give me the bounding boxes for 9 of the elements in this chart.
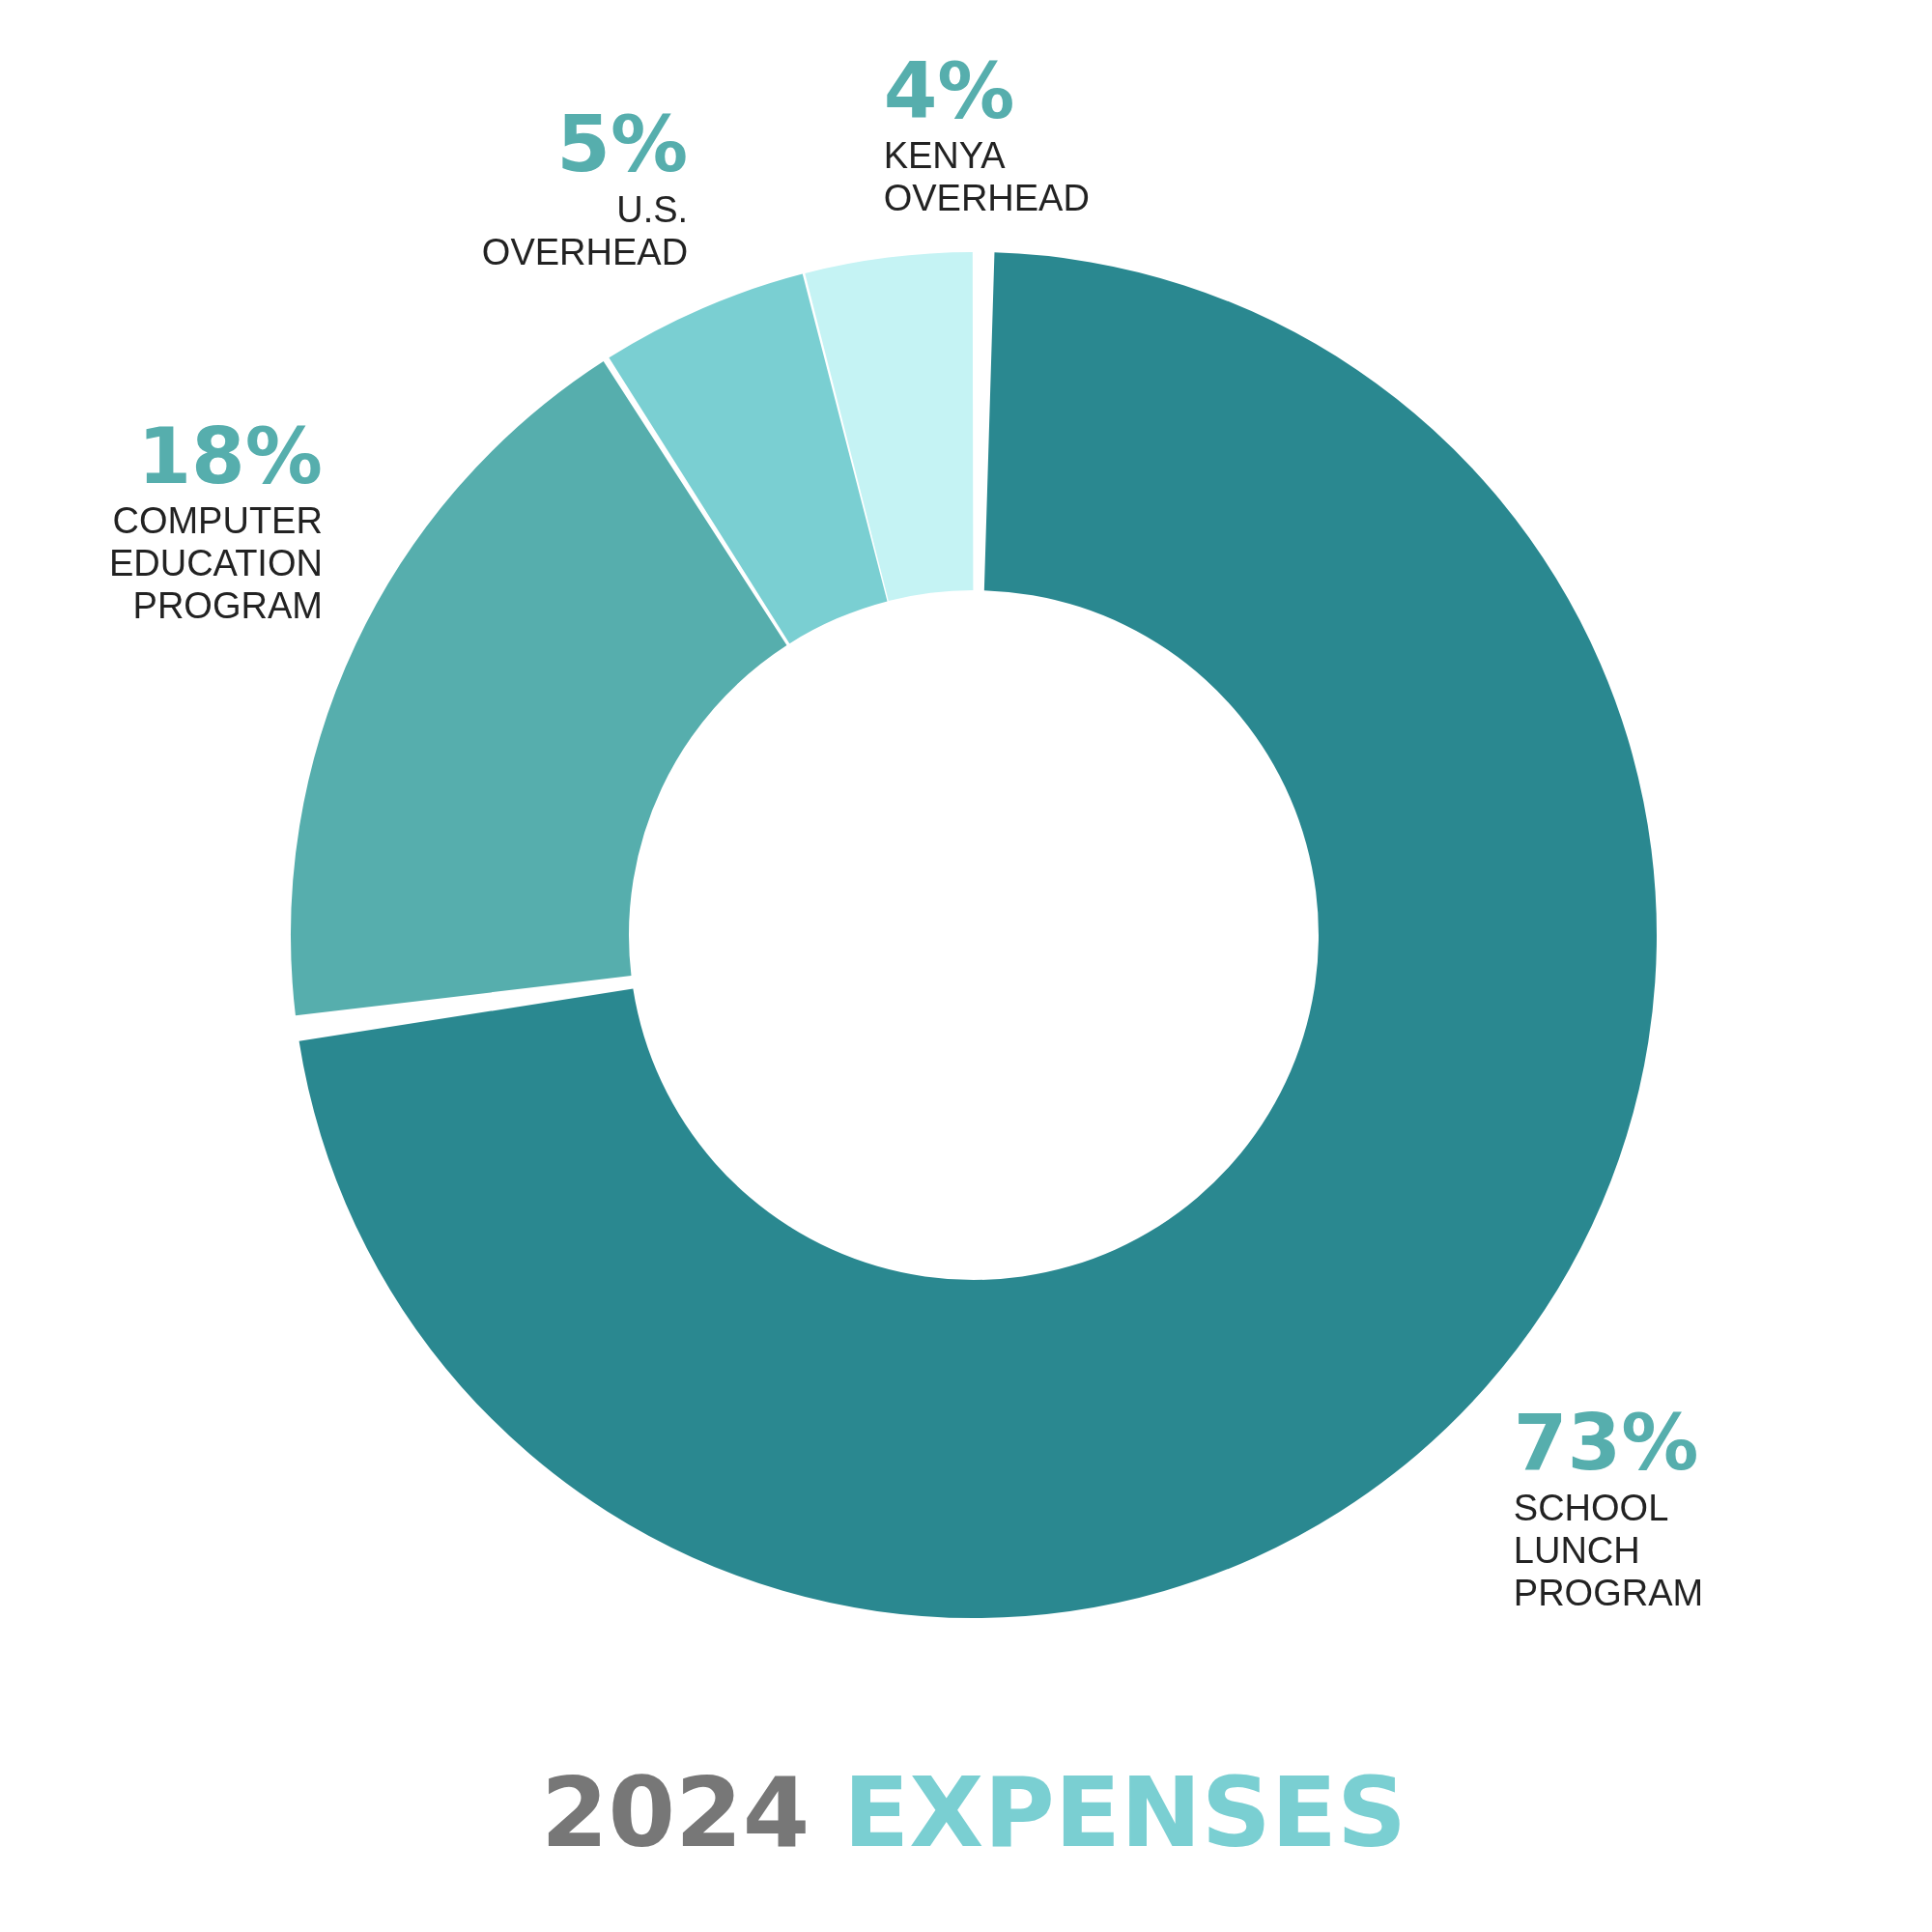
data-label: 5% [556,99,689,190]
data-label: 4% [883,45,1015,136]
slice-label: COMPUTER EDUCATION PROGRAM [108,500,323,627]
data-label: 18% [137,411,323,501]
slice-label: SCHOOL LUNCH PROGRAM [1513,1488,1704,1614]
data-label: 73% [1513,1398,1699,1489]
text: 2024 EXPENSES [540,1756,1407,1869]
slice-label: KENYA OVERHEAD [883,135,1090,219]
slice-label: U.S. OVERHEAD [481,188,689,272]
